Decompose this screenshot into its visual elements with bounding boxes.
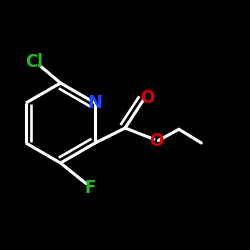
Text: Cl: Cl bbox=[25, 53, 43, 71]
Text: O: O bbox=[149, 132, 164, 150]
Text: F: F bbox=[85, 179, 96, 197]
Text: N: N bbox=[88, 94, 103, 112]
Text: O: O bbox=[140, 89, 155, 107]
